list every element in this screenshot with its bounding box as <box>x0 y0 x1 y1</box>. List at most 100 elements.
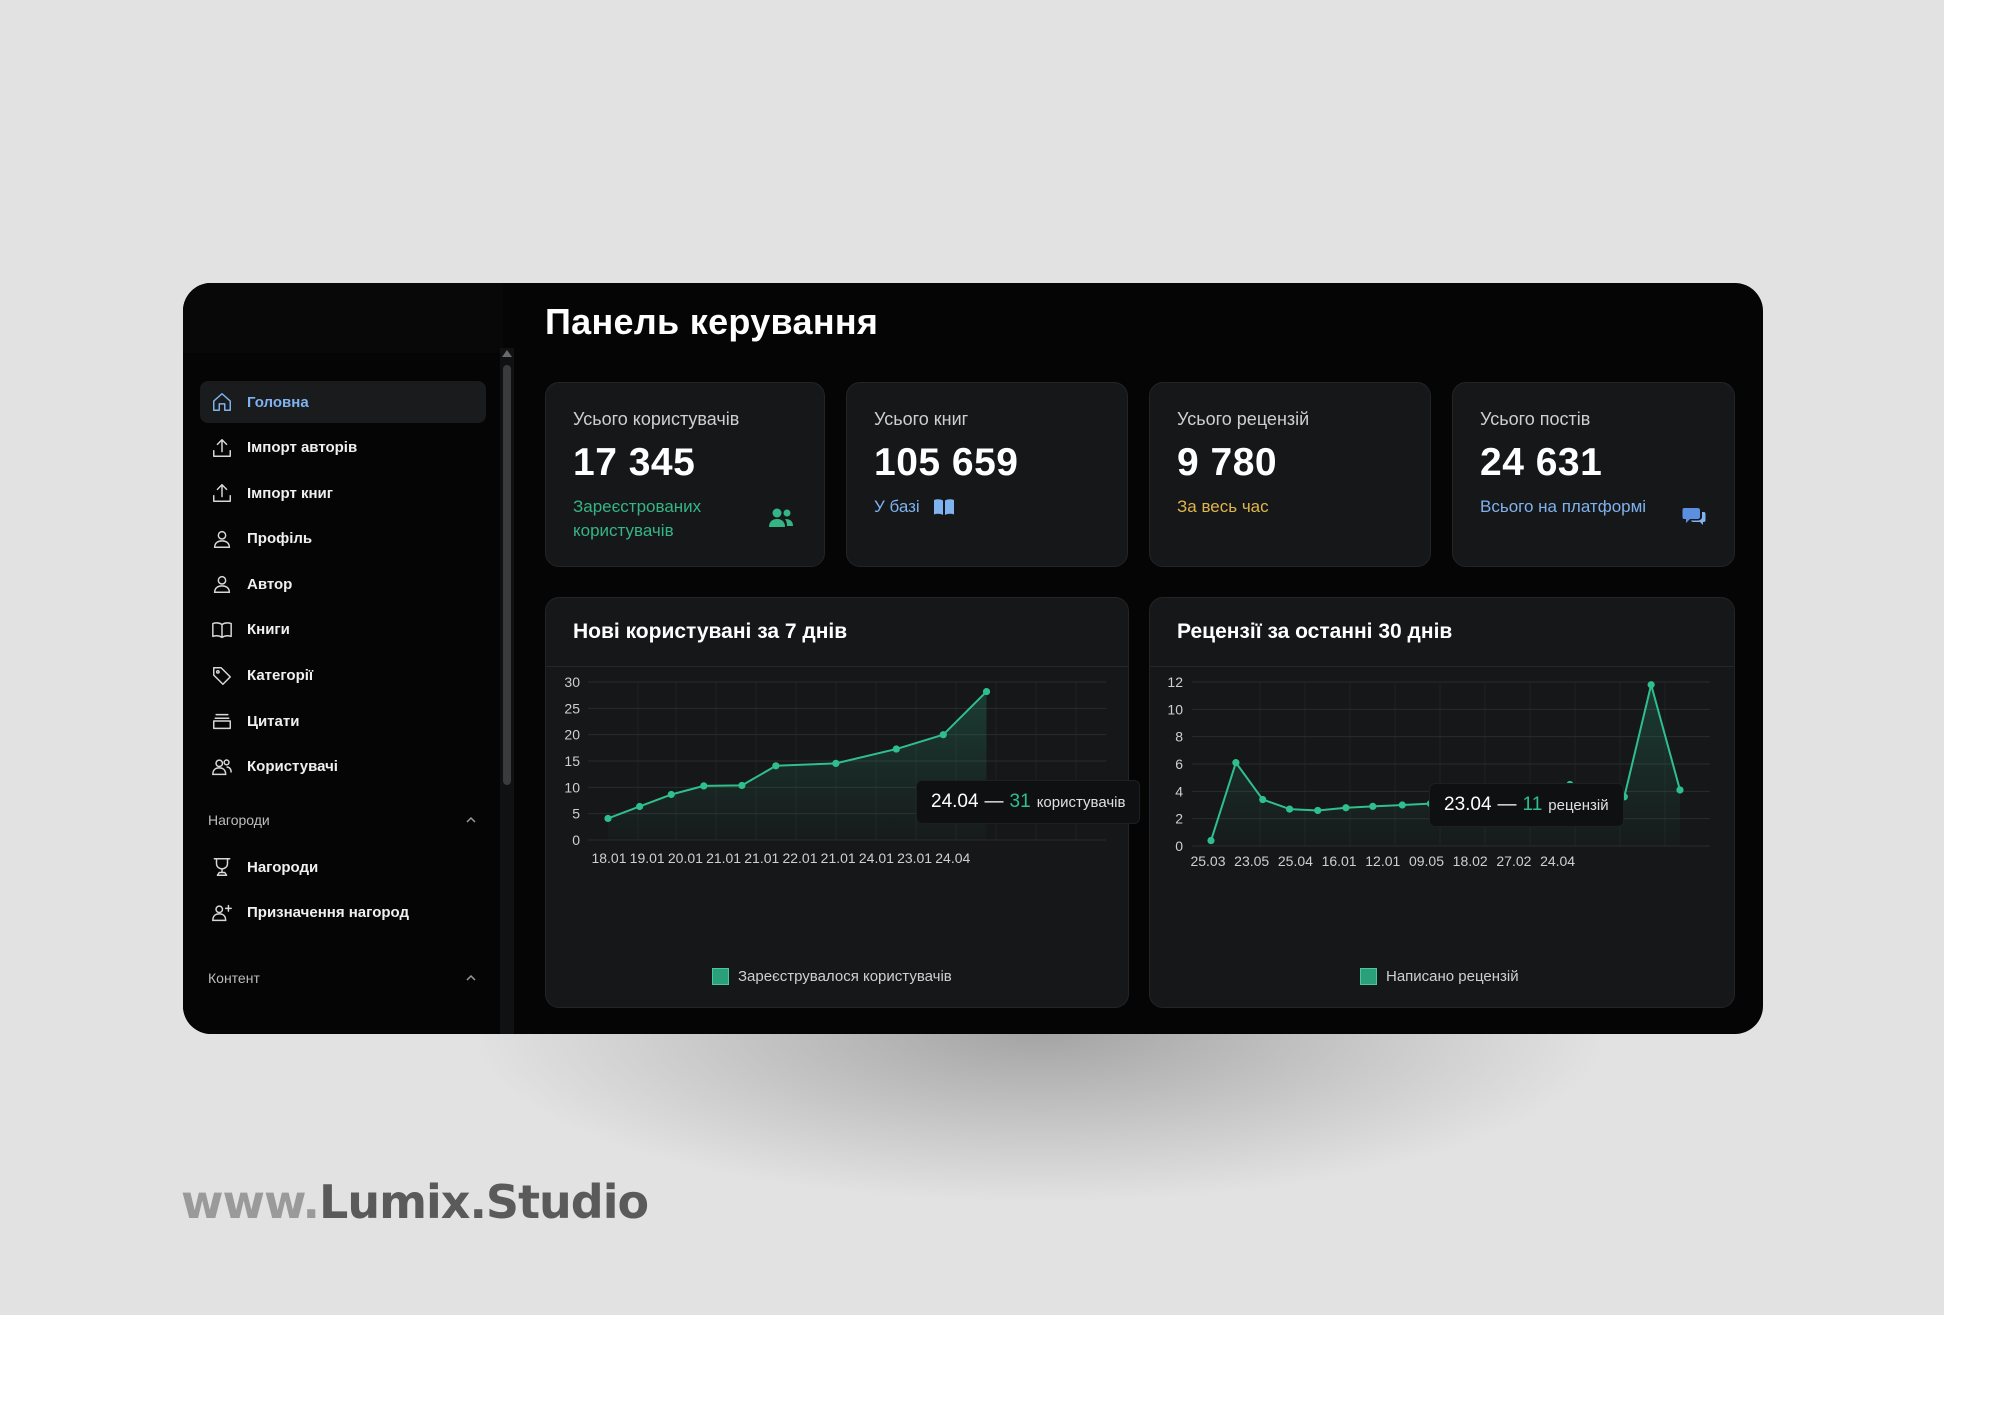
tag-icon <box>211 665 233 687</box>
y-tick-label: 15 <box>564 753 580 769</box>
x-tick-label: 12.01 <box>1365 853 1400 869</box>
y-tick-label: 6 <box>1175 756 1183 772</box>
stat-label: Усього користувачів <box>573 409 740 429</box>
y-tick-label: 25 <box>564 700 580 716</box>
stat-value: 24 631 <box>1480 441 1603 484</box>
stat-label: Усього рецензій <box>1177 409 1310 429</box>
sidebar-item-label: Нагороди <box>247 858 319 876</box>
scroll-thumb[interactable] <box>503 365 511 785</box>
tooltip-date: 23.04 <box>1444 794 1492 815</box>
sidebar-item-profile[interactable]: Профіль <box>200 518 486 560</box>
chevron-up-icon <box>466 816 476 823</box>
watermark-prefix: www. <box>181 1175 320 1229</box>
stat-card-users: Усього користувачів 17 345 Зареєстровани… <box>545 382 825 567</box>
sidebar-item-home[interactable]: Головна <box>200 381 486 423</box>
data-point <box>1369 802 1377 810</box>
sidebar-item-label: Автор <box>247 575 293 593</box>
stat-value: 105 659 <box>874 441 1019 484</box>
sidebar-item-assign-awards[interactable]: Призначення нагород <box>200 892 486 934</box>
tooltip-value: 11 <box>1522 794 1543 815</box>
legend-label: Написано рецензій <box>1386 968 1519 985</box>
sidebar-item-label: Користувачі <box>247 758 338 776</box>
chart-title: Рецензії за останні 30 днів <box>1177 620 1453 643</box>
stat-subtitle: Всього на платформі <box>1480 497 1647 516</box>
sidebar-item-users[interactable]: Користувачі <box>200 746 486 788</box>
nav-section-awards[interactable]: Нагороди <box>208 805 478 835</box>
stat-subtitle: Зареєстрованих користувачів <box>573 497 702 540</box>
upload-icon <box>211 482 233 504</box>
tooltip-unit: рецензій <box>1548 796 1609 814</box>
book-icon <box>211 619 233 641</box>
y-tick-label: 8 <box>1175 729 1183 745</box>
sidebar-item-author[interactable]: Автор <box>200 563 486 605</box>
data-point <box>1398 801 1406 809</box>
sidebar-item-label: Імпорт авторів <box>247 439 358 457</box>
x-tick-label: 21.01 <box>744 850 779 866</box>
x-tick-label: 24.04 <box>935 850 970 866</box>
x-tick-label: 27.02 <box>1496 853 1531 869</box>
legend-label: Зареєструвалося користувачів <box>738 968 952 985</box>
stat-value: 17 345 <box>573 441 696 484</box>
archive-icon <box>211 710 233 732</box>
data-point <box>982 687 991 696</box>
y-tick-label: 0 <box>572 832 580 848</box>
app-window: Головна Імпорт авторів Імпорт книг Профі… <box>183 283 1763 1034</box>
data-point <box>1676 786 1684 794</box>
y-tick-label: 12 <box>1167 674 1183 690</box>
chart-tooltip-reviews: 23.04 — 11 рецензій <box>1429 783 1624 827</box>
data-point <box>700 782 708 790</box>
x-tick-label: 20.01 <box>668 850 703 866</box>
y-tick-label: 10 <box>564 779 580 795</box>
sidebar-item-label: Категорії <box>247 667 314 685</box>
user-icon <box>211 528 233 550</box>
stat-card-books: Усього книг 105 659 У базі <box>846 382 1128 567</box>
tooltip-date: 24.04 <box>931 791 979 812</box>
scroll-up-arrow-icon[interactable] <box>502 350 512 357</box>
stat-label: Усього книг <box>874 409 969 429</box>
data-point <box>832 759 840 767</box>
users-icon <box>211 756 233 778</box>
sidebar-item-import-books[interactable]: Імпорт книг <box>200 472 486 514</box>
chart-title: Нові користувані за 7 днів <box>573 620 848 643</box>
data-point <box>738 781 746 790</box>
tooltip-dash: — <box>1497 794 1517 815</box>
legend-swatch <box>1360 968 1377 985</box>
sidebar-item-categories[interactable]: Категорії <box>200 655 486 697</box>
sidebar-item-import-authors[interactable]: Імпорт авторів <box>200 427 486 469</box>
x-tick-label: 22.01 <box>782 850 817 866</box>
x-tick-label: 25.04 <box>1278 853 1313 869</box>
y-tick-label: 0 <box>1175 838 1183 854</box>
trophy-icon <box>211 856 233 878</box>
stat-subtitle: За весь час <box>1177 497 1269 516</box>
x-tick-label: 21.01 <box>821 850 856 866</box>
sidebar-item-label: Головна <box>247 393 309 411</box>
sidebar-item-quotes[interactable]: Цитати <box>200 700 486 742</box>
nav-section-content[interactable]: Контент <box>208 963 478 993</box>
section-label: Нагороди <box>208 812 270 828</box>
users-icon <box>769 508 793 527</box>
data-point <box>1286 805 1294 813</box>
stat-card-reviews: Усього рецензій 9 780 За весь час <box>1149 382 1431 567</box>
upload-icon <box>211 437 233 459</box>
watermark-main: Lumix.Studio <box>319 1175 649 1229</box>
user-icon <box>211 573 233 595</box>
data-point <box>939 731 947 739</box>
watermark-text: www.Lumix.Studio <box>181 1175 649 1229</box>
x-tick-label: 09.05 <box>1409 853 1444 869</box>
book-icon <box>934 499 954 515</box>
data-point <box>1259 795 1267 804</box>
x-tick-label: 23.05 <box>1234 853 1269 869</box>
tooltip-unit: користувачів <box>1036 793 1126 811</box>
y-tick-label: 30 <box>564 674 580 690</box>
sidebar-item-awards[interactable]: Нагороди <box>200 846 486 888</box>
data-point <box>1207 836 1215 845</box>
sidebar-item-label: Профіль <box>247 530 313 548</box>
y-tick-label: 5 <box>572 806 580 822</box>
sidebar-item-books[interactable]: Книги <box>200 609 486 651</box>
x-tick-label: 23.01 <box>897 850 932 866</box>
x-tick-label: 18.02 <box>1453 853 1488 869</box>
sidebar-scrollbar[interactable] <box>500 348 514 1034</box>
chart-legend[interactable]: Написано рецензій <box>1360 968 1519 985</box>
chart-legend[interactable]: Зареєструвалося користувачів <box>712 968 952 985</box>
